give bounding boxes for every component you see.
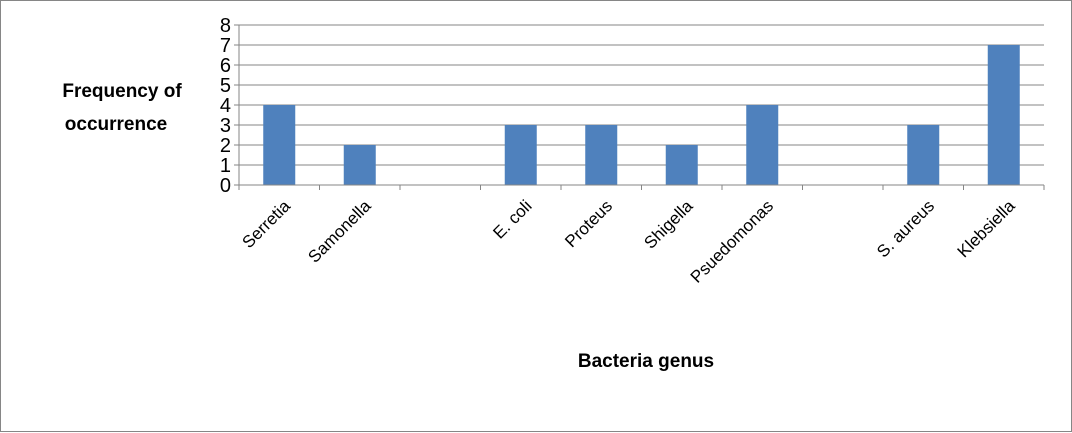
x-tick-label: S. aureus: [873, 196, 938, 261]
y-tick-label: 3: [220, 115, 231, 137]
bar: [585, 125, 618, 185]
x-axis-title: Bacteria genus: [578, 351, 714, 372]
bar: [343, 145, 376, 185]
bar: [907, 125, 940, 185]
x-tick-label: Klebsiella: [954, 196, 1019, 261]
x-tick-label: Psuedomonas: [687, 196, 777, 286]
bar: [665, 145, 698, 185]
x-tick-marks: [238, 185, 1045, 190]
x-tick-label: Proteus: [561, 196, 616, 251]
y-tick-label: 6: [220, 55, 231, 77]
y-axis-title-line-1: Frequency of: [62, 81, 182, 102]
x-tick-label: Serretia: [239, 196, 295, 252]
bar: [263, 105, 296, 185]
bar: [504, 125, 537, 185]
y-tick-label: 4: [220, 95, 231, 117]
y-tick-label: 1: [220, 155, 231, 177]
y-axis-title-line-2: occurrence: [65, 114, 167, 135]
x-tick-label: Shigella: [640, 196, 697, 253]
y-tick-label: 5: [220, 75, 231, 97]
y-tick-label: 2: [220, 135, 231, 157]
y-tick-label: 7: [220, 35, 231, 57]
bars: [263, 45, 1020, 185]
category-labels: Serretia Samonella E. coli Proteus ShigellaP…: [239, 196, 1019, 287]
bar: [746, 105, 779, 185]
y-tick-label: 8: [220, 15, 231, 37]
x-tick-label: Samonella: [304, 196, 375, 267]
bar: [987, 45, 1020, 185]
y-tick-label: 0: [220, 175, 231, 197]
x-tick-label: E. coli: [489, 196, 535, 242]
